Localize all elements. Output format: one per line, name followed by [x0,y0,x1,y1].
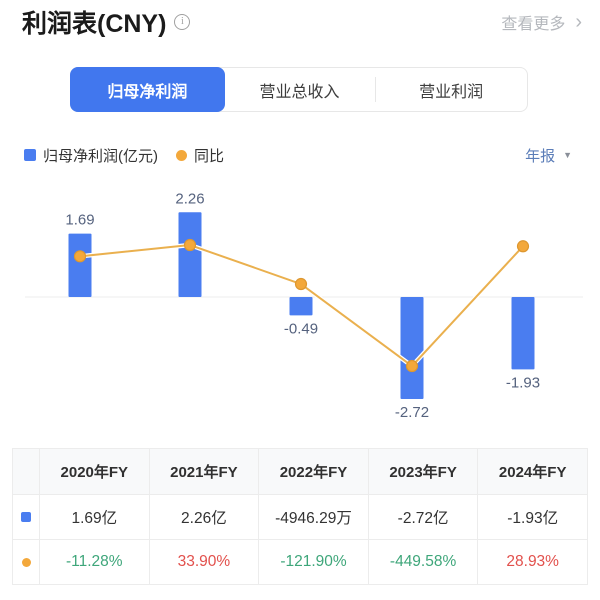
row-marker-yoy [13,539,39,584]
see-more-label: 查看更多 [501,16,566,33]
line-series-label: 同比 [194,147,225,165]
tab-total-revenue[interactable]: 营业总收入 [259,83,340,101]
yoy-point-2020年FY[interactable] [73,250,87,263]
see-more-link[interactable]: 查看更多 › [501,10,582,34]
yoy-cell: 28.93% [477,539,587,584]
profit-chart: 1.69 2.26 -0.49 -2.72 -1.93 [25,190,583,421]
table-header-year: 2024年FY [477,449,587,494]
table-header-marker [13,449,39,494]
yoy-cell: 33.90% [148,539,259,584]
yoy-point-2022年FY[interactable] [294,277,308,291]
bar-value-label-2024年FY: -1.93 [506,374,540,391]
line-series-dot-icon [21,557,31,567]
chart-area: 1.69 2.26 -0.49 -2.72 -1.93 [0,184,600,436]
tab-operating-profit[interactable]: 营业利润 [375,68,527,111]
net-profit-cell: 1.69亿 [39,494,149,539]
table-header-year: 2023年FY [367,449,478,494]
yoy-point-2021年FY[interactable] [183,238,197,252]
financial-table: 2020年FY 2021年FY 2022年FY 2023年FY 2024年FY … [12,448,588,585]
legend-row: 归母净利润(亿元) 同比 年报 ▼ [24,144,572,166]
bar-value-label-2021年FY: 2.26 [175,190,204,207]
metric-tabs: 归母净利润 营业总收入 营业利润 [70,67,528,112]
chevron-right-icon: › [575,11,582,33]
tab-net-profit[interactable]: 归母净利润 [70,67,225,112]
bar-2020年FY[interactable] [68,233,92,297]
yoy-cell: -11.28% [39,539,149,584]
net-profit-cell: -2.72亿 [367,494,478,539]
net-profit-cell: -1.93亿 [477,494,587,539]
row-marker-net-profit [13,494,39,539]
line-series-dot-icon [176,149,187,161]
bar-2024年FY[interactable] [511,297,535,370]
table-header-year: 2022年FY [258,449,368,494]
bar-2022年FY[interactable] [289,297,313,316]
page-title: 利润表(CNY) [22,10,167,38]
info-icon[interactable]: i [174,14,191,30]
bar-value-label-2020年FY: 1.69 [65,212,94,229]
bar-value-label-2022年FY: -0.49 [284,320,318,337]
bar-value-label-2023年FY: -2.72 [395,404,429,421]
bar-2023年FY[interactable] [400,297,424,399]
bar-series-label: 归母净利润(亿元) [43,147,158,165]
table-header-year: 2020年FY [39,449,149,494]
yoy-cell: -449.58% [367,539,478,584]
yoy-point-2023年FY[interactable] [405,359,419,373]
table-header-year: 2021年FY [148,449,259,494]
legend-item-bar: 归母净利润(亿元) [24,145,158,166]
yoy-cell: -121.90% [258,539,368,584]
net-profit-cell: 2.26亿 [148,494,259,539]
legend-item-line: 同比 [176,145,224,166]
bar-2021年FY[interactable] [178,212,202,297]
chevron-down-icon: ▼ [563,150,572,160]
yoy-point-2024年FY[interactable] [516,240,530,253]
period-dropdown-label: 年报 [525,147,556,165]
bar-series-swatch-icon [21,512,31,522]
header: 利润表(CNY) i 查看更多 › [22,6,582,38]
net-profit-cell: -4946.29万 [258,494,368,539]
period-dropdown[interactable]: 年报 ▼ [525,145,572,166]
bar-series-swatch-icon [24,149,36,161]
